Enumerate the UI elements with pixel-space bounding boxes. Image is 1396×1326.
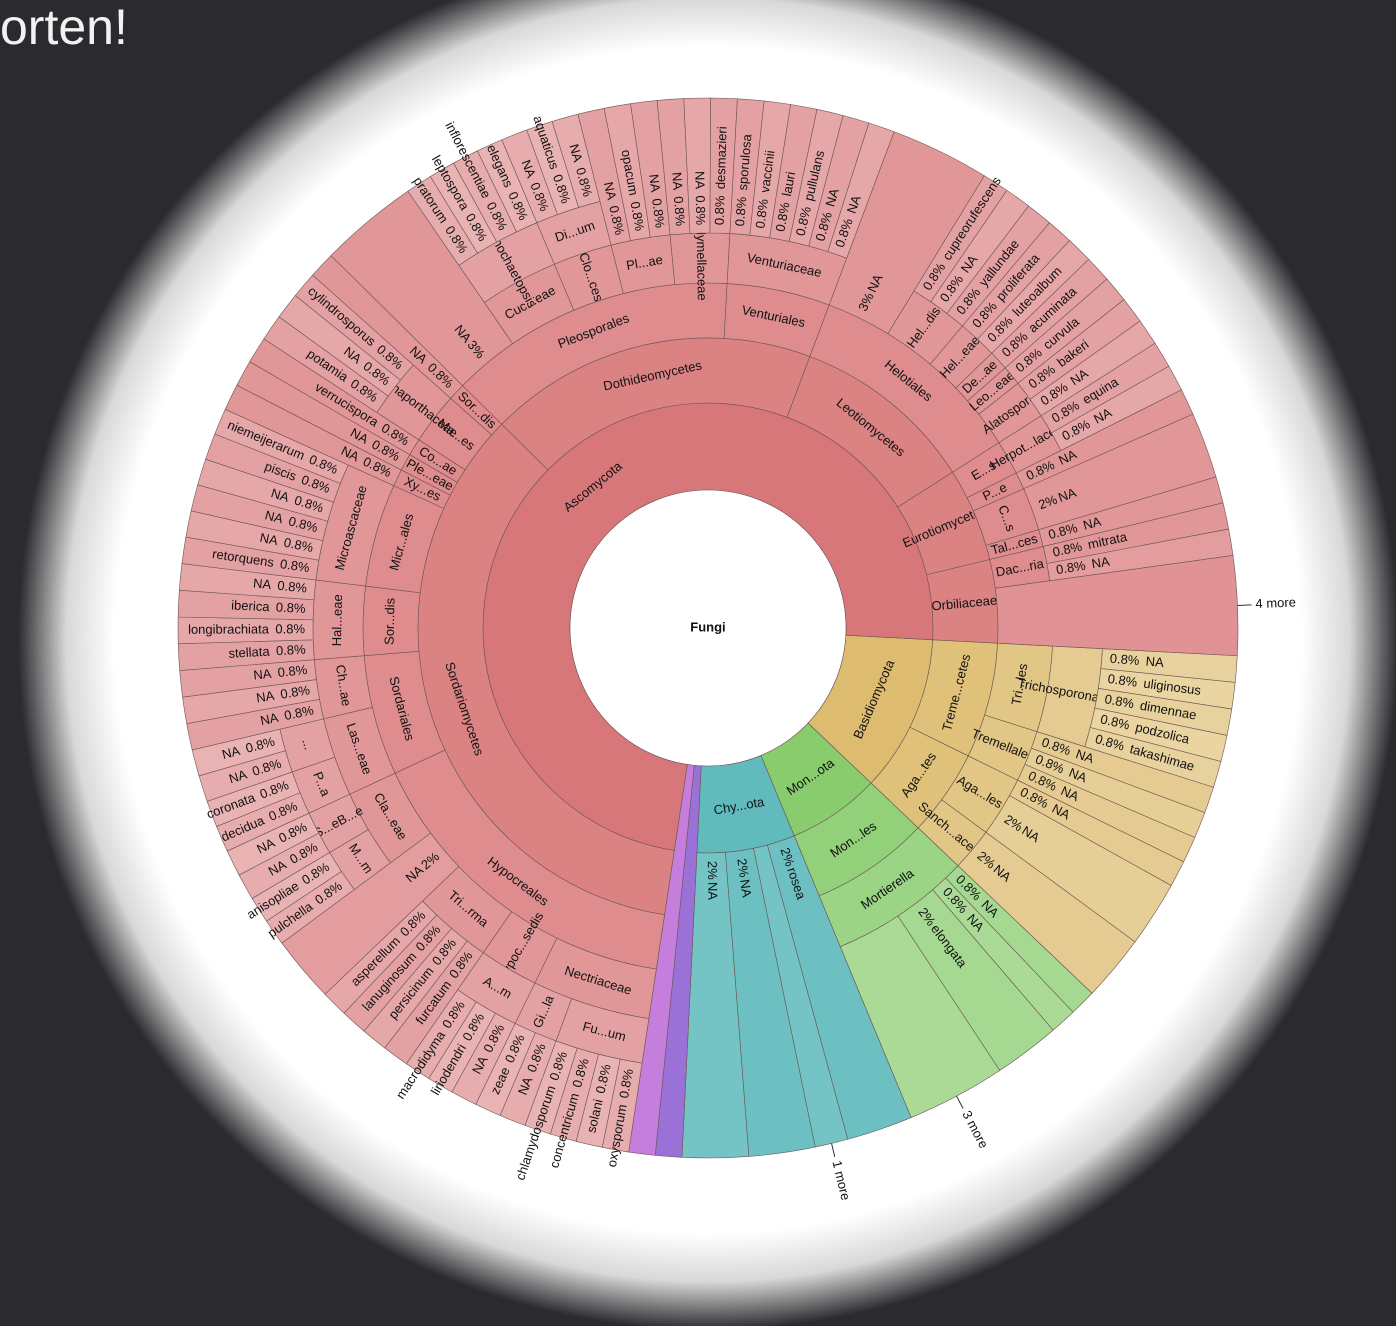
leaf-value-label: 0.8% bbox=[671, 196, 688, 227]
leaf-value-label: 0.8% bbox=[1051, 539, 1084, 560]
leaf-value-label: 0.8% bbox=[649, 198, 668, 230]
leaf-value-label: 0.8% bbox=[276, 600, 307, 616]
node-label: Pl...ae bbox=[625, 252, 664, 273]
leaf-value-label: 2% bbox=[705, 861, 720, 880]
leaf-name: iberica bbox=[231, 597, 271, 614]
leaf-name: NA bbox=[822, 186, 842, 208]
header-text: orten! bbox=[0, 0, 128, 55]
node-label: Ch...ae bbox=[333, 664, 354, 708]
leaf-name: NA bbox=[669, 171, 685, 190]
leaf-value-label: 0.8% bbox=[793, 205, 815, 238]
leaf-name: NA bbox=[259, 530, 280, 548]
leaf-name: NA bbox=[737, 878, 754, 898]
leaf-value-label: 0.8% bbox=[693, 195, 709, 225]
leaf-name: longibrachiata bbox=[188, 621, 270, 636]
leaf-name: lauri bbox=[779, 170, 798, 197]
node-label: Orbiliaceae bbox=[931, 593, 998, 614]
leaf-name: NA bbox=[1074, 746, 1096, 766]
leaf-value-label: 0.8% bbox=[593, 1062, 614, 1095]
leaf-value-label: 0.8% bbox=[244, 734, 277, 756]
leaf-name: NA bbox=[518, 158, 539, 181]
leaf-name: NA bbox=[646, 173, 663, 193]
leaf-name: sporulosa bbox=[735, 133, 755, 191]
leaf-name: NA bbox=[705, 882, 720, 901]
leaf-value-label: 0.8% bbox=[1107, 671, 1139, 690]
node-label: Didymellaceae bbox=[693, 215, 710, 301]
leaf-name: 4 more bbox=[1255, 594, 1296, 611]
leaf-name: NA bbox=[253, 666, 273, 683]
leaf-value-label: 0.8% bbox=[712, 195, 728, 226]
leaf-name: NA bbox=[255, 688, 275, 706]
leaf-name: NA bbox=[1145, 654, 1164, 670]
node-label: ... bbox=[299, 737, 316, 752]
leaf-name: NA bbox=[1059, 783, 1082, 804]
leaf-name: NA bbox=[1081, 514, 1103, 533]
leaf-wedge bbox=[994, 555, 1239, 657]
leaf-name: NA bbox=[601, 180, 620, 201]
leaf-value-label: 0.8% bbox=[772, 201, 792, 233]
leaf-value-label: 0.8% bbox=[275, 621, 305, 636]
leaf-name: vaccinii bbox=[757, 149, 777, 193]
leaf-name: desmazieri bbox=[713, 126, 730, 189]
leaf-name: uliginosus bbox=[1143, 676, 1203, 698]
leaf-name: NA bbox=[227, 766, 249, 786]
leaf-value-label: 0.8% bbox=[277, 578, 308, 596]
leaf-name: NA bbox=[864, 272, 886, 295]
leaf-value-label: 2% bbox=[734, 858, 752, 879]
leaf-name: NA bbox=[252, 575, 272, 592]
leaf-name: NA bbox=[263, 507, 285, 526]
leaf-value-label: 0.8% bbox=[752, 198, 771, 230]
node-label: Tri...les bbox=[1008, 662, 1030, 707]
leaf-name: NA bbox=[566, 142, 585, 164]
leaf-name: solani bbox=[583, 1098, 605, 1135]
center-hole bbox=[569, 489, 847, 767]
leaf-value-label: 0.8% bbox=[283, 535, 315, 556]
leaf-name: stellata bbox=[228, 644, 271, 661]
leaf-name: NA bbox=[844, 193, 864, 215]
leaf-name: NA bbox=[220, 743, 242, 762]
leaf-name: NA bbox=[269, 485, 291, 505]
leaf-value-label: 0.8% bbox=[1109, 651, 1140, 668]
leaf-value-label: 2% bbox=[1036, 492, 1059, 513]
leader-line bbox=[956, 1095, 964, 1109]
leaf-value-label: 2% bbox=[777, 846, 797, 869]
leaf-value-label: 0.8% bbox=[276, 642, 307, 659]
leaf-value-label: 0.8% bbox=[1055, 558, 1087, 578]
leaf-value-label: 0.8% bbox=[279, 556, 311, 575]
node-label: Hal...eae bbox=[329, 594, 345, 646]
leaf-value-label: 0.8% bbox=[279, 682, 311, 701]
leaf-value-label: 0.8% bbox=[287, 513, 320, 535]
leader-line bbox=[1237, 604, 1252, 607]
leaf-name: NA bbox=[1067, 765, 1090, 786]
node-label: Sor...dis bbox=[382, 597, 398, 645]
leaf-value-label: 0.8% bbox=[628, 200, 648, 232]
leaf-value-label: 0.8% bbox=[277, 662, 308, 680]
leaf-value-label: 0.8% bbox=[606, 204, 627, 237]
root-label: Fungi bbox=[690, 619, 725, 634]
leaf-value-label: 0.8% bbox=[616, 1067, 636, 1099]
leaf-name: NA bbox=[1056, 446, 1079, 467]
leaf-name: NA bbox=[339, 443, 362, 465]
leaf-name: NA bbox=[515, 1074, 536, 1097]
leaf-value-label: 0.8% bbox=[732, 196, 749, 227]
leaf-name: NA bbox=[1090, 554, 1111, 572]
leaf-name: NA bbox=[259, 710, 280, 728]
leaf-value-label: 0.8% bbox=[1099, 711, 1132, 732]
leader-line bbox=[831, 1143, 836, 1158]
leaf-name: NA bbox=[254, 835, 277, 857]
leaf-name: NA bbox=[692, 171, 707, 190]
leaf-value-label: 0.8% bbox=[283, 702, 316, 723]
leaf-name: NA bbox=[1056, 485, 1078, 505]
leaf-value-label: 0.8% bbox=[1103, 691, 1135, 711]
